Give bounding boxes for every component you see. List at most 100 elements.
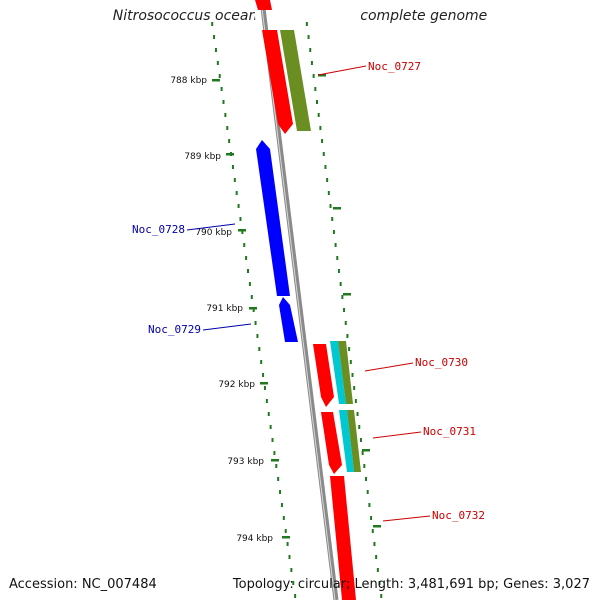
guide-dot (231, 165, 234, 169)
guide-dot (265, 399, 268, 403)
gene-label: Noc_0727 (368, 60, 421, 73)
gene-label: Noc_0731 (423, 425, 476, 438)
guide-dot (317, 113, 320, 117)
kbp-tick-label: 791 kbp (206, 304, 243, 314)
guide-dot (327, 191, 330, 195)
kbp-tick (333, 207, 341, 210)
kbp-tick-label: 793 kbp (227, 457, 264, 467)
kbp-ruler: 788 kbp 789 kbp 790 kbp 791 kbp 792 kbp 793 k… (170, 74, 381, 544)
guide-dot (375, 555, 378, 559)
guide-dot (288, 555, 291, 559)
gene-label: Noc_0728 (132, 223, 185, 236)
kbp-tick (271, 459, 279, 462)
noc-0730-olive-feature (338, 341, 353, 404)
noc-0729-gene-arrow (279, 297, 298, 342)
guide-dot (262, 373, 265, 377)
guide-dot (348, 347, 351, 351)
guide-dot (316, 100, 318, 104)
kbp-tick (343, 293, 351, 296)
guide-dot (339, 282, 342, 286)
guide-dot (224, 113, 227, 117)
guide-dot (211, 22, 214, 26)
gene-label-leader (202, 323, 252, 331)
guide-dot (235, 191, 238, 195)
kbp-tick (373, 525, 381, 528)
guide-dot (277, 477, 280, 481)
guide-dot (322, 152, 325, 156)
guide-dot (248, 282, 251, 286)
guide-dot (280, 503, 283, 507)
guide-dot (239, 217, 242, 221)
noc-0731-cyan-feature (339, 410, 354, 472)
genome-backbone-highlight (260, 0, 336, 600)
guide-dot (292, 581, 295, 585)
gene-label-leaders (186, 65, 431, 522)
gene-label: Noc_0730 (415, 356, 468, 369)
guide-dot (286, 542, 289, 546)
guide-dot (222, 100, 225, 104)
guide-dot (380, 594, 383, 598)
guide-dot (233, 178, 236, 182)
left-dotted-guide (211, 22, 297, 598)
guide-dot (245, 256, 248, 260)
gene-features (255, 0, 361, 600)
guide-dot (294, 594, 297, 598)
guide-dot (356, 412, 359, 416)
guide-dot (307, 35, 310, 39)
guide-dot (290, 568, 293, 572)
guide-dot (271, 438, 274, 442)
kbp-tick-label: 789 kbp (184, 152, 221, 162)
guide-dot (309, 48, 312, 52)
gene-label: Noc_0732 (432, 509, 485, 522)
guide-dot (226, 126, 229, 130)
guide-dot (359, 438, 362, 442)
guide-dot (267, 412, 270, 416)
guide-dot (213, 35, 216, 39)
genome-summary-text: Topology: circular; Length: 3,481,691 bp… (232, 577, 590, 592)
noc-0728-gene-arrow (256, 140, 290, 296)
guide-dot (252, 308, 255, 312)
kbp-tick (226, 153, 234, 156)
guide-dot (305, 22, 308, 26)
guide-dot (220, 87, 223, 91)
noc-0730-cyan-feature (330, 341, 346, 404)
guide-dot (358, 425, 361, 429)
noc-0731-gene-arrow (321, 412, 342, 474)
guide-dot (243, 243, 246, 247)
guide-dot (263, 386, 266, 390)
kbp-tick-label: 792 kbp (218, 380, 255, 390)
guide-dot (275, 464, 278, 468)
guide-dot (331, 217, 334, 221)
guide-dot (373, 542, 376, 546)
guide-dot (371, 529, 374, 533)
guide-dot (341, 295, 344, 299)
gene-labels: Noc_0727 Noc_0728 Noc_0729 Noc_0730 Noc_0731… (132, 60, 485, 522)
guide-dot (310, 61, 313, 65)
guide-dot (216, 61, 219, 65)
guide-dot (346, 334, 349, 338)
kbp-tick (318, 74, 326, 77)
guide-dot (254, 321, 257, 325)
guide-dot (256, 334, 259, 338)
gene-label-leader (317, 65, 367, 76)
noc-0727-gene-arrow (262, 30, 293, 134)
guide-dot (370, 516, 373, 520)
kbp-tick (249, 307, 257, 310)
noc-0727-olive-feature (280, 30, 311, 131)
guide-dot (344, 321, 347, 325)
gene-label-leader (364, 362, 414, 372)
guide-dot (314, 87, 317, 91)
guide-dot (337, 269, 340, 273)
noc-0730-gene-arrow (313, 344, 334, 407)
guide-dot (329, 204, 332, 208)
guide-dot (332, 230, 335, 234)
noc-0731-olive-feature (347, 410, 361, 472)
guide-dot (284, 529, 287, 533)
guide-dot (312, 74, 315, 78)
guide-dot (354, 399, 357, 403)
guide-dot (378, 581, 381, 585)
kbp-tick (212, 79, 220, 82)
kbp-tick (260, 382, 268, 385)
guide-dot (321, 139, 324, 143)
top-red-feature (255, 0, 272, 10)
